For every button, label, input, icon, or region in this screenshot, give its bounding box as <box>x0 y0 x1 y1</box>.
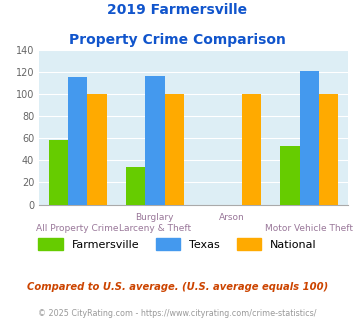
Bar <box>87 94 106 205</box>
Text: Larceny & Theft: Larceny & Theft <box>119 224 191 233</box>
Bar <box>68 77 87 205</box>
Bar <box>126 167 145 205</box>
Legend: Farmersville, Texas, National: Farmersville, Texas, National <box>35 235 320 253</box>
Bar <box>300 71 319 205</box>
Text: Arson: Arson <box>219 213 245 222</box>
Bar <box>145 76 164 205</box>
Text: Motor Vehicle Theft: Motor Vehicle Theft <box>265 224 353 233</box>
Text: Property Crime Comparison: Property Crime Comparison <box>69 33 286 47</box>
Text: 2019 Farmersville: 2019 Farmersville <box>108 3 247 17</box>
Bar <box>164 94 184 205</box>
Bar <box>319 94 338 205</box>
Text: All Property Crime: All Property Crime <box>37 224 119 233</box>
Bar <box>242 94 261 205</box>
Text: Burglary: Burglary <box>136 213 174 222</box>
Text: Compared to U.S. average. (U.S. average equals 100): Compared to U.S. average. (U.S. average … <box>27 282 328 292</box>
Text: © 2025 CityRating.com - https://www.cityrating.com/crime-statistics/: © 2025 CityRating.com - https://www.city… <box>38 309 317 317</box>
Bar <box>49 140 68 205</box>
Bar <box>280 146 300 205</box>
